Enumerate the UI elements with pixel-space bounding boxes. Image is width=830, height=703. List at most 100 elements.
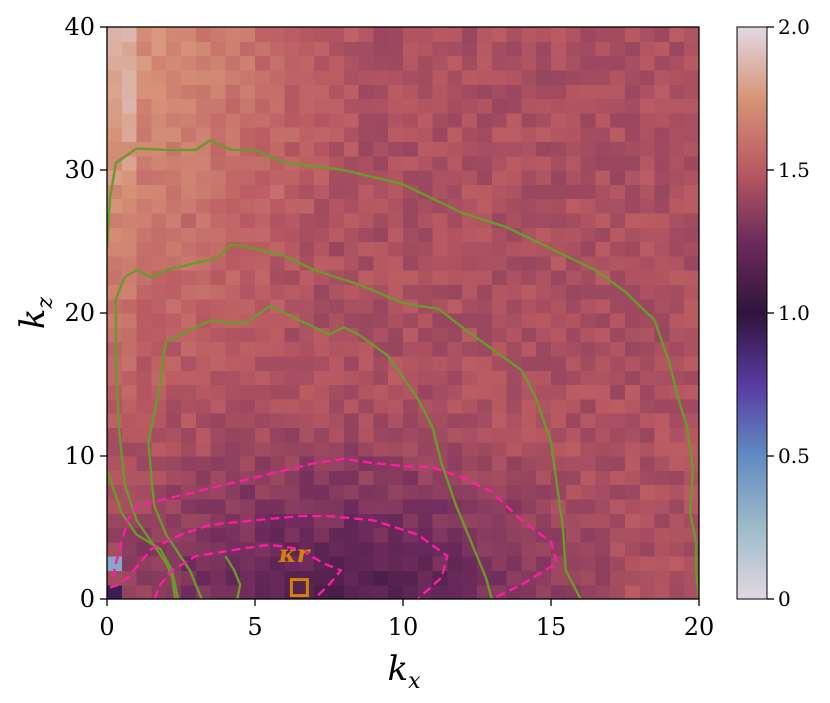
heatmap-cell xyxy=(136,384,152,400)
heatmap-cell xyxy=(491,98,508,114)
heatmap-cell xyxy=(329,98,345,114)
heatmap-cell xyxy=(477,327,493,343)
heatmap-cell xyxy=(240,441,256,457)
heatmap-cell xyxy=(625,456,641,471)
heatmap-cell xyxy=(329,484,345,500)
heatmap-cell xyxy=(121,298,138,314)
heatmap-cell xyxy=(477,441,493,457)
heatmap-cell xyxy=(432,198,448,214)
heatmap-cell xyxy=(166,498,182,514)
heatmap-cell xyxy=(121,341,138,357)
heatmap-cell xyxy=(477,470,493,486)
heatmap-cell xyxy=(654,112,670,128)
heatmap-cell xyxy=(269,127,286,142)
heatmap-cell xyxy=(210,270,226,285)
heatmap-cell xyxy=(403,456,419,471)
heatmap-cell xyxy=(314,470,330,486)
heatmap-cell xyxy=(195,427,212,443)
heatmap-cell xyxy=(625,127,641,142)
heatmap-cell xyxy=(551,541,567,557)
heatmap-cell xyxy=(329,313,345,328)
heatmap-cell xyxy=(373,170,389,185)
heatmap-cell xyxy=(107,55,123,71)
heatmap-cell xyxy=(210,127,226,142)
heatmap-cell xyxy=(358,69,374,85)
heatmap-cell xyxy=(521,513,537,529)
heatmap-cell xyxy=(166,470,182,486)
heatmap-cell xyxy=(284,112,300,128)
heatmap-cell xyxy=(669,127,685,142)
heatmap-cell xyxy=(343,84,360,100)
heatmap-cell xyxy=(669,584,685,599)
heatmap-cell xyxy=(299,470,315,486)
heatmap-cell xyxy=(240,198,256,214)
heatmap-cell xyxy=(107,270,123,285)
heatmap-cell xyxy=(284,227,300,243)
heatmap-cell xyxy=(536,284,552,300)
heatmap-cell xyxy=(654,513,670,529)
heatmap-cell xyxy=(299,198,315,214)
heatmap-cell xyxy=(284,427,300,443)
heatmap-cell xyxy=(447,227,463,243)
heatmap-cell xyxy=(210,112,226,128)
heatmap-cell xyxy=(121,327,138,343)
heatmap-cell xyxy=(255,441,271,457)
heatmap-cell xyxy=(299,27,315,42)
heatmap-cell xyxy=(240,241,256,257)
heatmap-cell xyxy=(151,427,167,443)
heatmap-cell xyxy=(210,41,226,57)
heatmap-cell xyxy=(166,155,182,171)
heatmap-cell xyxy=(432,55,448,71)
heatmap-cell xyxy=(491,313,508,328)
heatmap-cell xyxy=(358,484,374,500)
heatmap-cell xyxy=(358,541,374,557)
heatmap-cell xyxy=(166,69,182,85)
heatmap-cell xyxy=(136,584,152,599)
heatmap-cell xyxy=(225,355,241,371)
heatmap-cell xyxy=(417,327,434,343)
heatmap-cell xyxy=(403,69,419,85)
heatmap-cell xyxy=(284,398,300,414)
heatmap-cell xyxy=(403,84,419,100)
heatmap-cell xyxy=(625,427,641,443)
heatmap-cell xyxy=(240,127,256,142)
heatmap-cell xyxy=(447,241,463,257)
heatmap-cell xyxy=(151,313,167,328)
heatmap-cell xyxy=(403,212,419,228)
heatmap-cell xyxy=(462,270,478,285)
heatmap-cell xyxy=(284,69,300,85)
heatmap-cell xyxy=(136,456,152,471)
heatmap-cell xyxy=(610,55,626,71)
heatmap-cell xyxy=(181,327,197,343)
heatmap-cell xyxy=(329,498,345,514)
heatmap-cell xyxy=(491,384,508,400)
heatmap-cell xyxy=(447,98,463,114)
heatmap-cell xyxy=(491,141,508,157)
heatmap-cell xyxy=(107,541,123,557)
heatmap-cell xyxy=(610,441,626,457)
heatmap-cell xyxy=(358,212,374,228)
heatmap-cell xyxy=(269,27,286,42)
heatmap-cell xyxy=(625,355,641,371)
heatmap-cell xyxy=(625,513,641,529)
heatmap-cell xyxy=(417,84,434,100)
heatmap-cell xyxy=(299,112,315,128)
heatmap-cell xyxy=(595,170,611,185)
heatmap-cell xyxy=(403,255,419,271)
heatmap-cell xyxy=(580,341,596,357)
heatmap-cell xyxy=(121,584,138,599)
heatmap-cell xyxy=(284,170,300,185)
heatmap-cell xyxy=(477,198,493,214)
heatmap-cell xyxy=(121,69,138,85)
heatmap-cell xyxy=(462,370,478,386)
heatmap-cell xyxy=(107,570,123,586)
heatmap-cell xyxy=(477,298,493,314)
heatmap-cell xyxy=(506,298,522,314)
heatmap-cell xyxy=(477,98,493,114)
heatmap-cell xyxy=(388,98,404,114)
heatmap-cell xyxy=(225,341,241,357)
heatmap-cell xyxy=(462,141,478,157)
heatmap-cell xyxy=(314,298,330,314)
heatmap-cell xyxy=(462,255,478,271)
heatmap-cell xyxy=(477,570,493,586)
